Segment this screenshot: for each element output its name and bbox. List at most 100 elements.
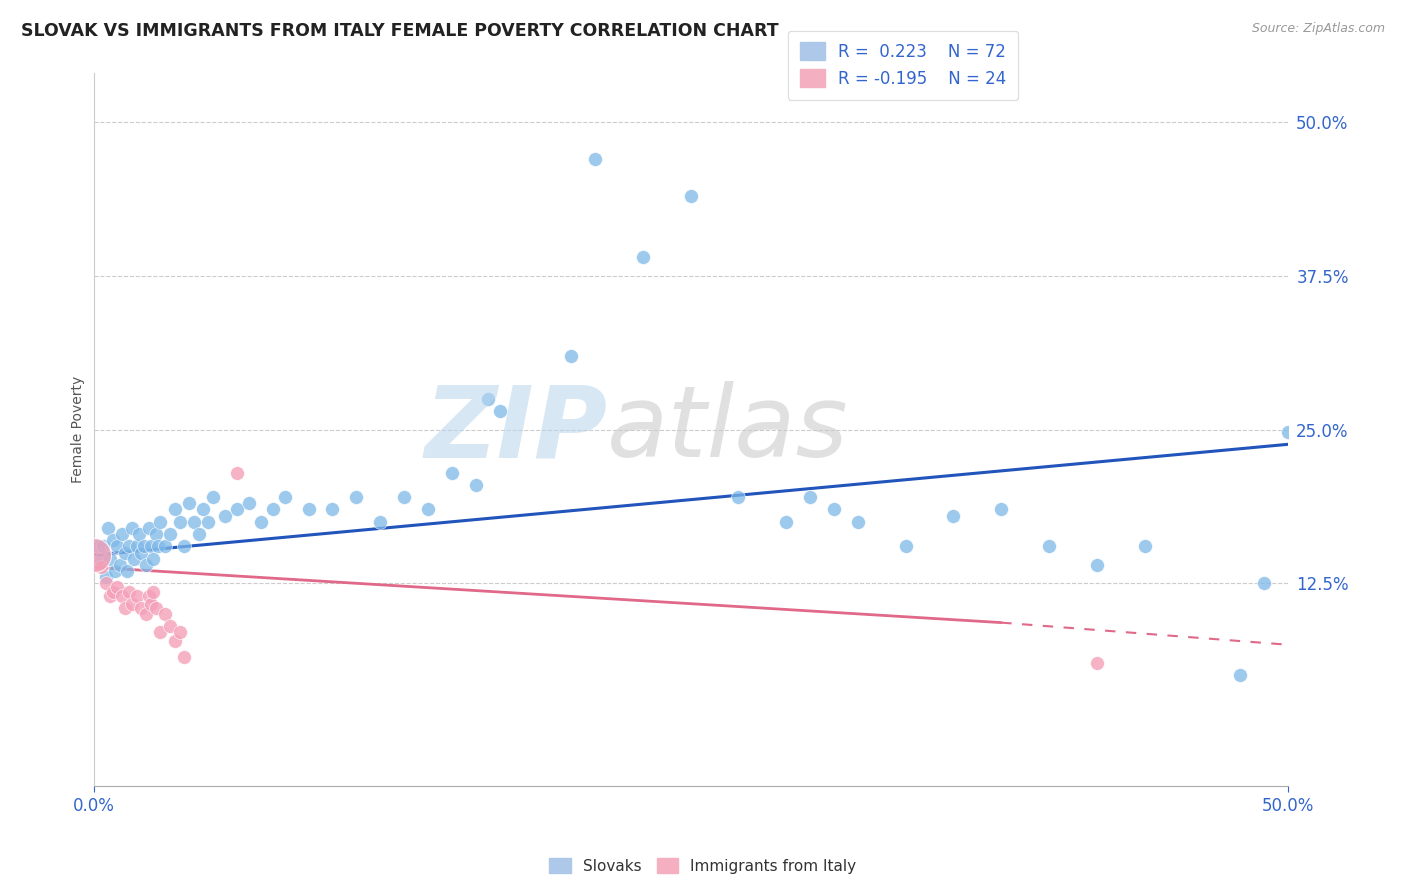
Point <box>149 625 172 640</box>
Point <box>225 466 247 480</box>
Point <box>1085 558 1108 572</box>
Point <box>1038 540 1060 554</box>
Point <box>1277 425 1299 439</box>
Point <box>321 502 343 516</box>
Point <box>135 607 157 621</box>
Point <box>238 496 260 510</box>
Point <box>90 551 112 566</box>
Point <box>108 558 131 572</box>
Point <box>149 515 172 529</box>
Point <box>114 600 136 615</box>
Point <box>169 515 191 529</box>
Point <box>173 650 195 665</box>
Point <box>464 478 486 492</box>
Point <box>823 502 845 516</box>
Point <box>155 540 177 554</box>
Point <box>368 515 391 529</box>
Point <box>98 551 121 566</box>
Point <box>1253 576 1275 591</box>
Point <box>122 551 145 566</box>
Point <box>118 585 141 599</box>
Point <box>1133 540 1156 554</box>
Point <box>214 508 236 523</box>
Point <box>225 502 247 516</box>
Point <box>1229 668 1251 682</box>
Point <box>159 619 181 633</box>
Point <box>125 589 148 603</box>
Point <box>111 589 134 603</box>
Point <box>392 490 415 504</box>
Point <box>273 490 295 504</box>
Point <box>201 490 224 504</box>
Point <box>488 404 510 418</box>
Point <box>146 540 169 554</box>
Point <box>249 515 271 529</box>
Point <box>440 466 463 480</box>
Point <box>183 515 205 529</box>
Text: SLOVAK VS IMMIGRANTS FROM ITALY FEMALE POVERTY CORRELATION CHART: SLOVAK VS IMMIGRANTS FROM ITALY FEMALE P… <box>21 22 779 40</box>
Point <box>297 502 319 516</box>
Point <box>1085 656 1108 670</box>
Point <box>799 490 821 504</box>
Point <box>775 515 797 529</box>
Text: Source: ZipAtlas.com: Source: ZipAtlas.com <box>1251 22 1385 36</box>
Point <box>197 515 219 529</box>
Point <box>894 540 917 554</box>
Point <box>121 521 143 535</box>
Point <box>125 540 148 554</box>
Point <box>107 580 129 594</box>
Point <box>101 585 124 599</box>
Point <box>138 589 160 603</box>
Point <box>155 607 177 621</box>
Point <box>98 589 121 603</box>
Point <box>416 502 439 516</box>
Point <box>87 540 110 554</box>
Point <box>101 533 124 548</box>
Point <box>560 349 582 363</box>
Point <box>942 508 965 523</box>
Point <box>128 527 150 541</box>
Point <box>139 597 162 611</box>
Point <box>990 502 1012 516</box>
Point <box>846 515 869 529</box>
Point <box>142 585 165 599</box>
Text: ZIP: ZIP <box>425 381 607 478</box>
Point <box>145 527 167 541</box>
Point <box>97 521 120 535</box>
Point <box>83 548 105 562</box>
Point <box>138 521 160 535</box>
Point <box>727 490 749 504</box>
Point <box>121 597 143 611</box>
Point <box>131 545 153 559</box>
Point <box>477 392 499 406</box>
Point <box>344 490 367 504</box>
Point <box>163 502 186 516</box>
Point <box>145 600 167 615</box>
Point <box>115 564 138 578</box>
Point <box>104 564 127 578</box>
Legend: R =  0.223    N = 72, R = -0.195    N = 24: R = 0.223 N = 72, R = -0.195 N = 24 <box>789 30 1018 100</box>
Point <box>91 540 114 554</box>
Point <box>159 527 181 541</box>
Point <box>118 540 141 554</box>
Point <box>94 570 117 584</box>
Point <box>262 502 284 516</box>
Legend: Slovaks, Immigrants from Italy: Slovaks, Immigrants from Italy <box>543 852 863 880</box>
Point <box>179 496 201 510</box>
Point <box>132 540 155 554</box>
Text: atlas: atlas <box>607 381 849 478</box>
Point <box>163 634 186 648</box>
Point <box>111 527 134 541</box>
Point <box>193 502 215 516</box>
Point <box>169 625 191 640</box>
Point <box>631 251 654 265</box>
Point <box>135 558 157 572</box>
Point <box>94 576 117 591</box>
Point <box>187 527 209 541</box>
Point <box>131 600 153 615</box>
Point <box>139 540 162 554</box>
Point <box>679 189 702 203</box>
Point <box>107 540 129 554</box>
Point <box>114 545 136 559</box>
Point <box>583 152 606 166</box>
